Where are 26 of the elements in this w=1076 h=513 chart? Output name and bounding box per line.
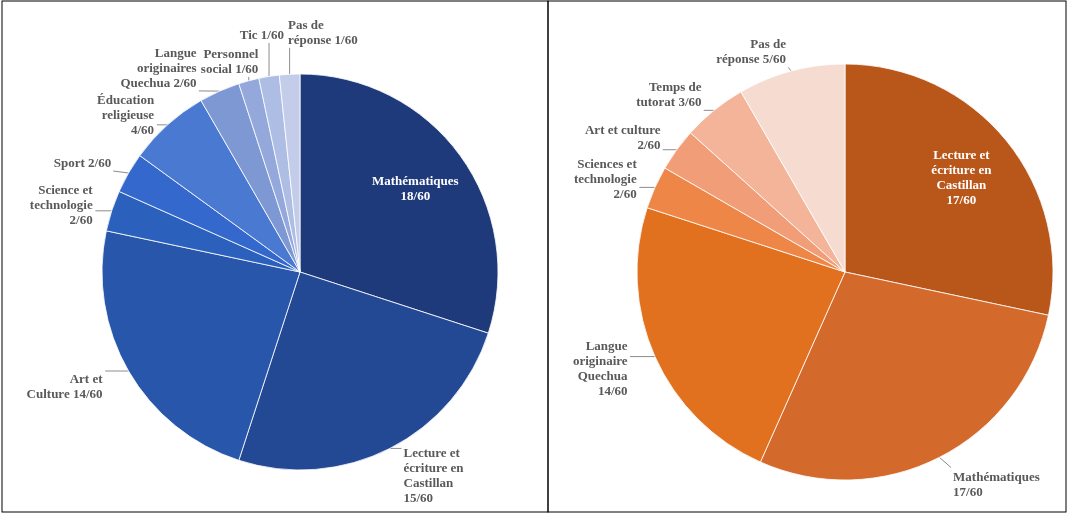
data-label: 4/60 (131, 121, 155, 137)
slice-label: Science et technologie (29, 181, 94, 212)
slice-label: Lecture et écriture en Castillan (931, 147, 993, 193)
data-label: 17/60 (946, 192, 977, 208)
data-label: 17/60 (953, 483, 983, 499)
slice-label: Tic 1/60 (239, 26, 284, 42)
slice-label: Personnel social 1/60 (200, 45, 259, 76)
data-label: 15/60 (403, 489, 434, 505)
slice-label: Art et Culture 14/60 (26, 370, 104, 401)
slice-label: Éducation religieuse (97, 91, 155, 122)
slice-label: Art et culture (584, 122, 661, 138)
slice-label: Mathématiques (953, 468, 1040, 484)
data-label: 14/60 (597, 383, 628, 399)
data-label: 2/60 (637, 137, 661, 153)
slice-label: Temps de tutorat 3/60 (636, 79, 702, 110)
slice-label: Mathématiques (372, 172, 459, 188)
data-label: 2/60 (613, 186, 637, 202)
slice-label: Langue originaires Quechua 2/60 (120, 44, 197, 90)
slice-label: Pas de réponse 1/60 (287, 16, 358, 47)
slice-label: Sport 2/60 (53, 155, 112, 170)
slice-label: Langue originaire Quechua (572, 338, 629, 384)
data-label: 2/60 (69, 211, 93, 227)
data-label: 18/60 (400, 187, 431, 203)
slice-label: Lecture et écriture en Castillan (403, 444, 465, 490)
slice-label: Sciences et technologie (573, 156, 638, 187)
slice-label: Pas de réponse 5/60 (716, 36, 787, 67)
